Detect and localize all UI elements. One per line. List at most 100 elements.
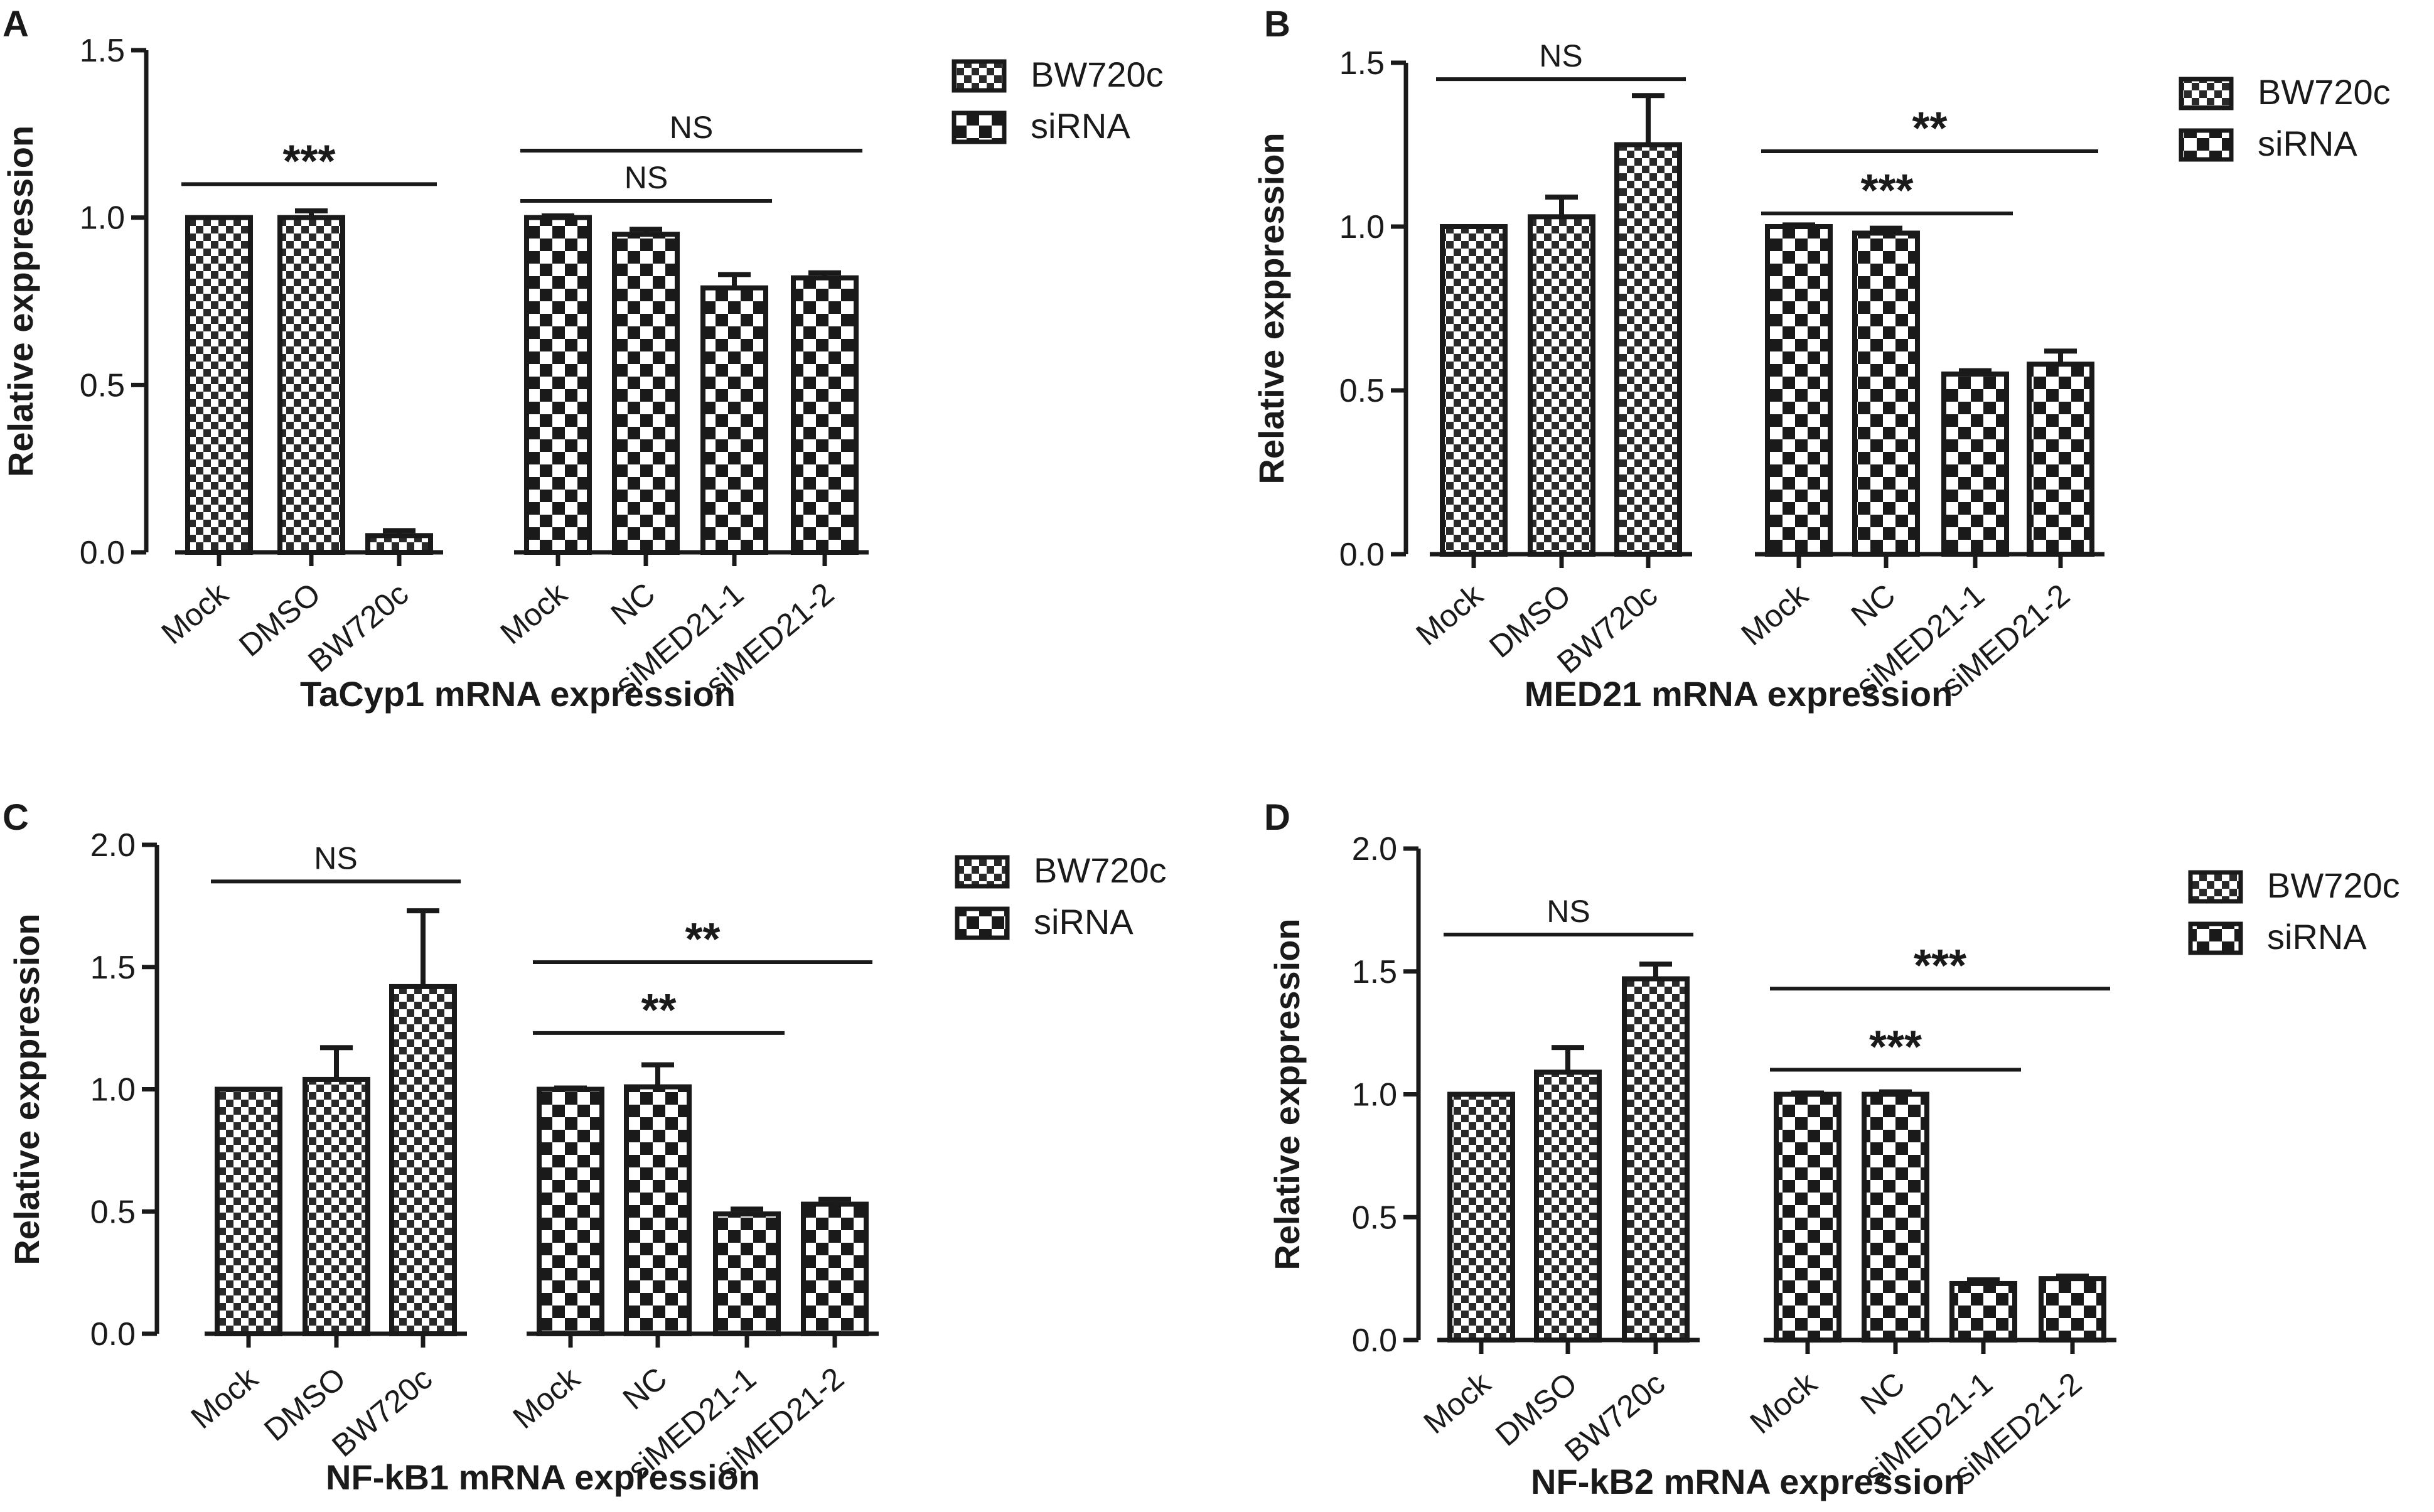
x-tick-label: Mock: [1735, 577, 1815, 652]
legend-label: BW720c: [1034, 850, 1167, 890]
bar: [1774, 1091, 1842, 1343]
bar: [537, 1086, 604, 1336]
y-tick-label: 1.5: [90, 950, 136, 986]
y-tick-label: 0.0: [90, 1316, 136, 1353]
y-tick-label: 1.0: [90, 1072, 136, 1108]
bar: [1622, 976, 1690, 1343]
bar: [1440, 224, 1508, 557]
legend-label: siRNA: [1031, 106, 1130, 146]
y-tick-label: 0.0: [80, 535, 125, 571]
y-tick-label: 0.5: [80, 367, 125, 404]
legend-swatch: [955, 906, 1010, 940]
bar: [700, 285, 768, 555]
bar: [801, 1201, 869, 1336]
significance-label: **: [1912, 104, 1947, 154]
panel-d: D 0.0 0.5 1.0 1.5 2.0 Relative exppression Mock…: [1264, 797, 2400, 1501]
x-tick-label: Mock: [1744, 1365, 1824, 1440]
panel-letter: B: [1264, 4, 1290, 45]
bar: [1949, 1280, 2017, 1343]
panel-letter: A: [3, 4, 29, 45]
x-axis-title: MED21 mRNA expression: [1525, 674, 1953, 714]
legend-swatch: [2179, 77, 2234, 110]
legend-swatch: [952, 110, 1007, 144]
panel-letter: C: [3, 797, 29, 838]
bar: [1528, 214, 1595, 557]
y-tick-label: 1.0: [80, 200, 125, 237]
y-tick-label: 0.5: [1352, 1199, 1397, 1236]
significance-label: NS: [1539, 38, 1582, 73]
significance-label: ***: [1860, 166, 1913, 216]
y-tick-label: 1.0: [1339, 209, 1385, 245]
y-tick-label: 1.5: [1352, 954, 1397, 990]
x-tick-label: BW720c: [1558, 1366, 1671, 1469]
x-tick-label: Mock: [507, 1360, 587, 1435]
y-tick-label: 0.0: [1339, 537, 1385, 573]
x-tick-label: Mock: [494, 576, 574, 651]
significance-label: ***: [1914, 941, 1966, 991]
significance-label: NS: [670, 110, 713, 145]
bar: [303, 1076, 370, 1337]
bar: [185, 215, 253, 555]
bar: [1852, 230, 1920, 557]
legend-label: BW720c: [1031, 55, 1164, 94]
x-tick-label: Mock: [155, 576, 235, 651]
bar: [1862, 1091, 1929, 1343]
bar: [277, 215, 345, 555]
x-tick-label: BW720c: [301, 576, 415, 679]
x-tick-label: NC: [616, 1361, 673, 1417]
bar: [713, 1211, 781, 1337]
y-tick-label: 2.0: [1352, 831, 1397, 867]
panel-c: C 0.0 0.5 1.0 1.5 2.0 Relative exppression Mock…: [3, 797, 1167, 1497]
y-tick-label: 0.5: [90, 1194, 136, 1230]
x-tick-label: NC: [1845, 577, 1902, 633]
legend-swatch: [2188, 870, 2243, 904]
bar: [2039, 1276, 2106, 1343]
y-tick-label: 0.0: [1352, 1322, 1397, 1359]
bar: [1614, 142, 1682, 557]
y-tick-label: 0.5: [1339, 373, 1385, 409]
bar: [1534, 1070, 1602, 1343]
significance-label: NS: [314, 840, 357, 876]
x-tick-label: Mock: [185, 1360, 265, 1435]
x-tick-label: NC: [1854, 1366, 1911, 1422]
significance-label: **: [641, 985, 676, 1036]
significance-label: **: [685, 914, 720, 965]
legend-label: BW720c: [2267, 866, 2400, 905]
y-axis-label: Relative exppression: [1, 126, 40, 477]
significance-label: ***: [282, 136, 335, 186]
x-axis-title: NF-kB1 mRNA expression: [326, 1457, 760, 1497]
legend-swatch: [955, 855, 1010, 889]
bar: [791, 275, 859, 555]
legend-label: siRNA: [2258, 124, 2357, 163]
y-axis-label: Relative exppression: [1267, 918, 1307, 1270]
x-tick-label: NC: [604, 576, 662, 632]
legend-swatch: [952, 59, 1007, 93]
significance-label: NS: [625, 160, 668, 195]
bar: [2027, 362, 2094, 557]
legend-swatch: [2188, 921, 2243, 955]
significance-label: NS: [1547, 894, 1590, 929]
y-tick-label: 2.0: [90, 827, 136, 864]
x-tick-label: Mock: [1417, 1365, 1498, 1440]
significance-label: ***: [1869, 1022, 1922, 1072]
bar: [1447, 1091, 1515, 1343]
bar: [365, 533, 433, 555]
x-tick-label: Mock: [1410, 577, 1490, 652]
y-axis-label: Relative exppression: [1252, 132, 1291, 484]
bar: [215, 1086, 282, 1336]
legend-swatch: [2179, 128, 2234, 162]
bar: [1941, 371, 2009, 557]
legend-label: BW720c: [2258, 72, 2391, 112]
legend-label: siRNA: [2267, 917, 2367, 957]
y-tick-label: 1.5: [80, 33, 125, 69]
bar: [389, 984, 457, 1337]
x-axis-title: NF-kB2 mRNA expression: [1531, 1462, 1965, 1501]
bar: [524, 215, 592, 555]
y-tick-label: 1.0: [1352, 1077, 1397, 1113]
bar: [624, 1084, 692, 1336]
bar: [1765, 224, 1833, 557]
x-axis-title: TaCyp1 mRNA expression: [300, 674, 736, 714]
